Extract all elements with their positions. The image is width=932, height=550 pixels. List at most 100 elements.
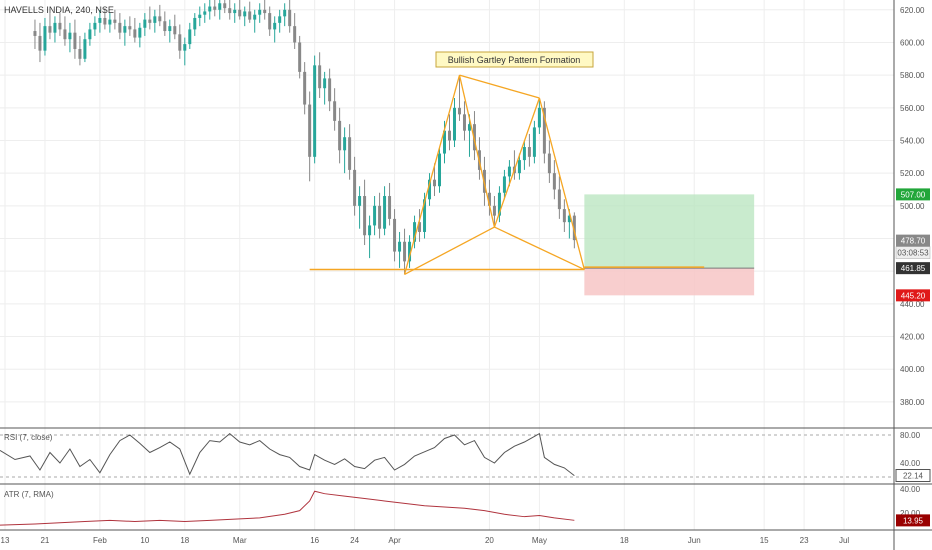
candle-body [288,10,291,26]
candle-body [553,173,556,189]
time-tick-label: 23 [800,536,809,545]
candle-body [368,225,371,235]
rsi-tick-label: 40.00 [900,459,921,468]
candle-body [253,15,256,20]
candle-body [398,242,401,252]
candle-body [258,10,261,15]
candle-body [53,23,56,33]
price-tick-label: 520.00 [900,169,925,178]
rsi-value-tag-text: 22.14 [903,472,924,481]
candle-body [248,11,251,19]
position-loss-zone [584,268,754,295]
time-tick-label: Feb [93,536,107,545]
candle-body [458,108,461,115]
candle-body [538,108,541,128]
candle-body [438,154,441,187]
candle-body [38,36,41,51]
candle-body [303,72,306,105]
candle-body [223,3,226,8]
time-tick-label: 24 [350,536,359,545]
candle-body [463,114,466,130]
candle-body [188,29,191,44]
time-tick-label: 13 [1,536,10,545]
candle-body [108,20,111,25]
atr-label: ATR (7, RMA) [4,490,54,499]
candle-body [273,23,276,30]
time-tick-label: 21 [40,536,49,545]
candle-body [78,49,81,59]
candle-body [528,147,531,157]
pattern-leg [459,75,539,98]
candle-body [113,20,116,23]
time-tick-label: Mar [233,536,247,545]
candle-body [58,23,61,30]
candle-body [83,39,86,59]
candle-body [563,209,566,222]
candle-body [378,206,381,229]
pattern-leg [405,227,495,274]
price-tick-label: 620.00 [900,6,925,15]
time-tick-label: 10 [140,536,149,545]
candle-body [203,11,206,14]
candle-body [228,8,231,13]
candle-body [333,101,336,121]
candle-body [208,7,211,12]
candle-body [313,65,316,156]
pattern-leg [539,98,584,270]
candle-body [48,26,51,33]
grid-layer [0,0,894,530]
candle-body [128,26,131,29]
candle-body [278,16,281,23]
countdown-tag-text: 03:08:53 [897,249,929,258]
candle-body [138,28,141,38]
candle-body [178,34,181,50]
candle-body [523,147,526,160]
candle-body [118,23,121,33]
price-tag-text: 445.20 [901,291,926,300]
candle-body [348,137,351,170]
candle-body [213,7,216,10]
candle-body [103,18,106,25]
candle-body [158,16,161,21]
candle-body [393,219,396,252]
candle-body [283,10,286,17]
time-tick-label: Apr [388,536,401,545]
candle-body [193,18,196,29]
pattern-annotation[interactable]: Bullish Gartley Pattern Formation [436,52,593,67]
candle-body [63,29,66,39]
candle-body [353,170,356,206]
price-tick-label: 600.00 [900,38,925,47]
candle-body [98,18,101,23]
candle-body [323,78,326,88]
pattern-annotation-text: Bullish Gartley Pattern Formation [448,55,581,65]
time-tick-label: 18 [180,536,189,545]
candle-body [518,160,521,173]
candle-body [548,154,551,174]
price-tag-text: 478.70 [901,237,926,246]
candle-body [493,206,496,216]
price-tags: 507.00 478.70 461.85 445.20 03:08:53 22.14 13.… [896,188,930,526]
price-tick-label: 420.00 [900,333,925,342]
candle-body [243,11,246,16]
candle-body [298,42,301,71]
candle-body [218,3,221,10]
candle-body [293,26,296,42]
price-tick-label: 560.00 [900,104,925,113]
price-tick-label: 540.00 [900,136,925,145]
candle-body [503,176,506,192]
rsi-tick-label: 80.00 [900,431,921,440]
candle-body [88,29,91,39]
atr-tick-label: 40.00 [900,485,921,494]
candle-body [533,127,536,156]
candle-body [123,26,126,33]
pattern-leg [494,98,539,227]
rsi-label: RSI (7, close) [4,433,53,442]
position-tool[interactable] [584,194,754,295]
price-tag-text: 461.85 [901,264,926,273]
time-tick-label: 18 [620,536,629,545]
candle-body [403,242,406,262]
time-tick-label: Jun [688,536,701,545]
